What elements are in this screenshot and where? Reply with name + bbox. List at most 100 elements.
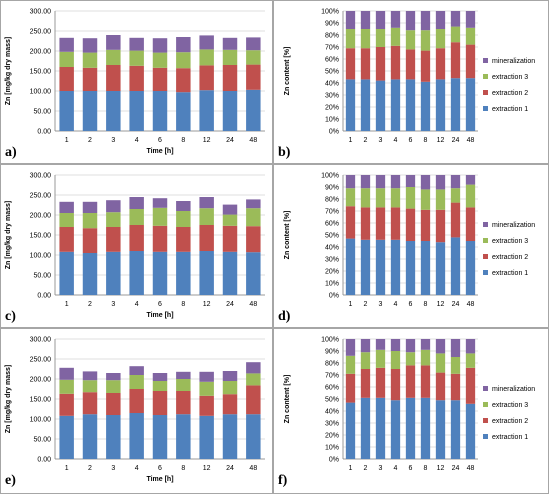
bar-segment	[106, 415, 121, 459]
panel-border	[273, 164, 549, 328]
bar-segment	[465, 403, 476, 459]
x-tick-label: 3	[379, 301, 383, 308]
bar-segment	[59, 251, 74, 295]
y-tick-label: 40%	[325, 245, 339, 252]
bar-segment	[82, 52, 98, 68]
bar-segment	[420, 50, 431, 82]
bar-segment	[129, 91, 144, 131]
bar-segment	[390, 400, 401, 459]
bar-segment	[106, 380, 121, 393]
y-tick-label: 40%	[325, 409, 339, 416]
bar-segment	[390, 369, 401, 401]
bar-segment	[199, 415, 214, 459]
y-tick-label: 250.00	[30, 357, 52, 364]
bar-segment	[222, 214, 238, 226]
y-axis-title: Zn content [%]	[284, 47, 291, 96]
bar-segment	[405, 175, 416, 187]
x-axis-title: Time [h]	[146, 476, 173, 483]
bar-segment	[246, 414, 261, 459]
bar-segment	[176, 371, 191, 379]
bar-segment	[450, 237, 461, 295]
y-tick-label: 200.00	[30, 377, 52, 384]
bar-segment	[465, 11, 476, 28]
bar-segment	[405, 397, 416, 459]
y-tick-label: 80%	[325, 33, 339, 40]
x-axis-title: Time [h]	[146, 312, 173, 319]
x-tick-label: 6	[158, 465, 162, 472]
bar-segment	[152, 251, 168, 295]
x-tick-label: 1	[65, 137, 69, 144]
bar-segment	[450, 42, 461, 79]
bar-segment	[59, 415, 74, 459]
y-tick-label: 40%	[325, 81, 339, 88]
bar-segment	[222, 65, 238, 91]
chart-panel-1: 0.00 50.00 100.00 150.00 200.00 250.00 300.00 1…	[0, 0, 273, 164]
legend-label: extraction 2	[492, 418, 528, 425]
y-axis-title: Zn [mg/kg dry mass]	[5, 365, 12, 433]
bar-segment	[420, 241, 431, 295]
bar-segment	[82, 414, 98, 459]
y-tick-label: 90%	[325, 185, 339, 192]
bar-segment	[375, 11, 386, 29]
bar-segment	[345, 355, 356, 374]
bar-segment	[82, 91, 98, 131]
y-tick-label: 50%	[325, 397, 339, 404]
bar-segment	[129, 389, 144, 413]
bar-segment	[59, 51, 74, 67]
bar-segment	[345, 402, 356, 459]
y-tick-label: 300.00	[30, 9, 52, 16]
bar-segment	[420, 81, 431, 131]
bar-segment	[199, 208, 214, 225]
bar-segment	[420, 11, 431, 31]
bar-segment	[360, 369, 371, 398]
bar-segment	[405, 365, 416, 398]
bar-segment	[152, 391, 168, 415]
bar-segment	[59, 393, 74, 416]
legend-swatch	[483, 386, 488, 391]
bar-segment	[152, 198, 168, 208]
x-tick-label: 4	[135, 465, 139, 472]
legend-swatch	[483, 58, 488, 63]
bar-segment	[435, 175, 446, 190]
bar-segment	[345, 238, 356, 295]
x-tick-label: 4	[135, 137, 139, 144]
chart-panel-2: 0%10%20%30%40%50%60%70%80%90%100%1 2 3 4 6 8 1…	[273, 0, 549, 164]
bar-segment	[199, 225, 214, 251]
y-tick-label: 30%	[325, 257, 339, 264]
y-tick-label: 0.00	[37, 457, 51, 464]
bar-segment	[405, 241, 416, 295]
bar-segment	[59, 213, 74, 227]
bar-segment	[129, 375, 144, 389]
bar-segment	[345, 206, 356, 239]
bar-segment	[246, 64, 261, 90]
bar-segment	[360, 207, 371, 240]
bar-segment	[465, 78, 476, 131]
y-tick-label: 100.00	[30, 417, 52, 424]
bar-segment	[375, 239, 386, 295]
bar-segment	[345, 48, 356, 80]
y-tick-label: 50.00	[33, 273, 51, 280]
panel-border	[0, 328, 273, 494]
bar-segment	[345, 175, 356, 189]
x-tick-label: 8	[181, 301, 185, 308]
bar-segment	[246, 208, 261, 227]
y-tick-label: 100.00	[30, 89, 52, 96]
bar-segment	[176, 379, 191, 391]
y-tick-label: 50.00	[33, 437, 51, 444]
bar-segment	[420, 189, 431, 210]
y-tick-label: 100%	[321, 337, 339, 344]
bar-segment	[82, 253, 98, 295]
bar-segment	[435, 372, 446, 401]
y-tick-label: 10%	[325, 117, 339, 124]
legend-swatch	[483, 402, 488, 407]
x-tick-label: 24	[452, 465, 460, 472]
bar-segment	[59, 37, 74, 52]
bar-segment	[82, 371, 98, 381]
x-tick-label: 1	[349, 137, 353, 144]
bar-segment	[345, 29, 356, 49]
bar-segment	[152, 207, 168, 226]
bar-segment	[420, 30, 431, 51]
x-tick-label: 2	[364, 301, 368, 308]
bar-segment	[129, 50, 144, 66]
panel-border	[0, 164, 273, 328]
